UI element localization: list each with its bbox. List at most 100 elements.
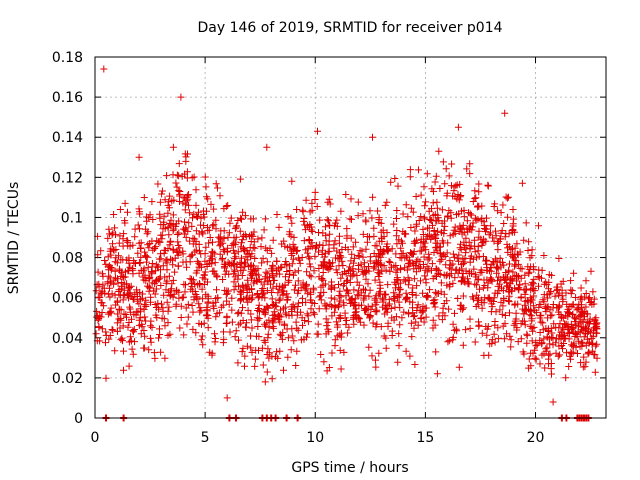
- data-point: [119, 242, 127, 250]
- data-point: [302, 285, 310, 293]
- data-point: [228, 241, 236, 249]
- data-point: [237, 288, 245, 296]
- data-point: [428, 260, 436, 268]
- data-point: [201, 250, 209, 258]
- data-point: [485, 295, 493, 303]
- data-point: [331, 342, 339, 350]
- data-point: [198, 320, 205, 328]
- data-point: [216, 242, 224, 250]
- data-point: [436, 243, 444, 251]
- data-point: [462, 234, 470, 242]
- data-point: [237, 264, 245, 272]
- data-point: [460, 277, 468, 285]
- data-point: [102, 374, 110, 382]
- data-point: [549, 398, 557, 406]
- data-point: [370, 232, 378, 240]
- data-point: [184, 313, 192, 321]
- data-point: [545, 328, 552, 335]
- data-point: [521, 271, 529, 279]
- data-point: [445, 172, 453, 180]
- data-point: [475, 202, 483, 210]
- data-point: [232, 327, 240, 335]
- data-point: [153, 237, 161, 245]
- data-point: [230, 286, 238, 294]
- data-point: [525, 364, 533, 372]
- data-point: [270, 308, 278, 316]
- data-point: [331, 284, 339, 292]
- data-point: [390, 316, 398, 324]
- data-point: [305, 253, 313, 261]
- data-point: [395, 330, 403, 338]
- data-point: [529, 285, 537, 293]
- data-point: [155, 334, 162, 342]
- data-point: [262, 244, 270, 252]
- data-point: [483, 331, 491, 339]
- data-point: [415, 166, 422, 174]
- data-point: [129, 241, 137, 249]
- data-point: [209, 267, 217, 275]
- data-point: [142, 296, 150, 304]
- y-tick-label: 0.1: [61, 210, 83, 226]
- data-point: [457, 261, 465, 269]
- data-point: [490, 259, 498, 267]
- data-point: [104, 279, 112, 287]
- data-point: [242, 323, 250, 331]
- data-point: [371, 242, 379, 250]
- data-point: [192, 329, 200, 337]
- data-point: [371, 276, 379, 284]
- data-point: [234, 271, 242, 279]
- data-point: [231, 333, 239, 341]
- data-point: [187, 285, 195, 293]
- data-point: [475, 180, 483, 188]
- data-point: [370, 259, 378, 267]
- data-point: [554, 352, 562, 360]
- data-point: [339, 282, 347, 290]
- data-point: [350, 312, 358, 320]
- data-point: [308, 299, 316, 307]
- data-point: [556, 351, 564, 359]
- data-point: [169, 276, 177, 284]
- data-point: [296, 259, 304, 267]
- data-point: [106, 247, 114, 255]
- data-point: [462, 326, 470, 334]
- data-point: [569, 328, 577, 336]
- data-point: [226, 328, 234, 336]
- data-point: [412, 222, 420, 230]
- data-point: [484, 323, 492, 330]
- data-point: [358, 301, 365, 309]
- data-point: [578, 295, 586, 303]
- data-point: [340, 348, 348, 356]
- data-point: [152, 304, 160, 311]
- data-point: [409, 208, 417, 216]
- data-point: [419, 231, 427, 238]
- data-point: [171, 254, 179, 262]
- data-point: [159, 307, 167, 315]
- data-point: [194, 213, 201, 221]
- data-point: [466, 210, 474, 218]
- data-point: [501, 320, 509, 328]
- data-point: [292, 362, 300, 369]
- data-point: [120, 230, 128, 238]
- data-point: [213, 309, 221, 317]
- data-point: [290, 286, 298, 294]
- data-point: [238, 236, 246, 244]
- data-point: [186, 237, 194, 245]
- data-point: [332, 266, 340, 274]
- data-point: [248, 348, 256, 356]
- data-point: [319, 276, 327, 284]
- data-point: [243, 342, 251, 350]
- data-point: [255, 315, 263, 322]
- data-point: [194, 281, 202, 289]
- data-point: [584, 350, 592, 358]
- data-point: [509, 275, 517, 283]
- data-point: [181, 150, 189, 158]
- data-point: [143, 258, 150, 266]
- data-point: [528, 278, 536, 286]
- data-point: [214, 184, 221, 192]
- data-point: [431, 210, 439, 218]
- data-point: [589, 288, 597, 296]
- data-point: [406, 166, 414, 174]
- data-point: [314, 320, 322, 328]
- data-point: [576, 311, 584, 319]
- data-point: [258, 287, 266, 295]
